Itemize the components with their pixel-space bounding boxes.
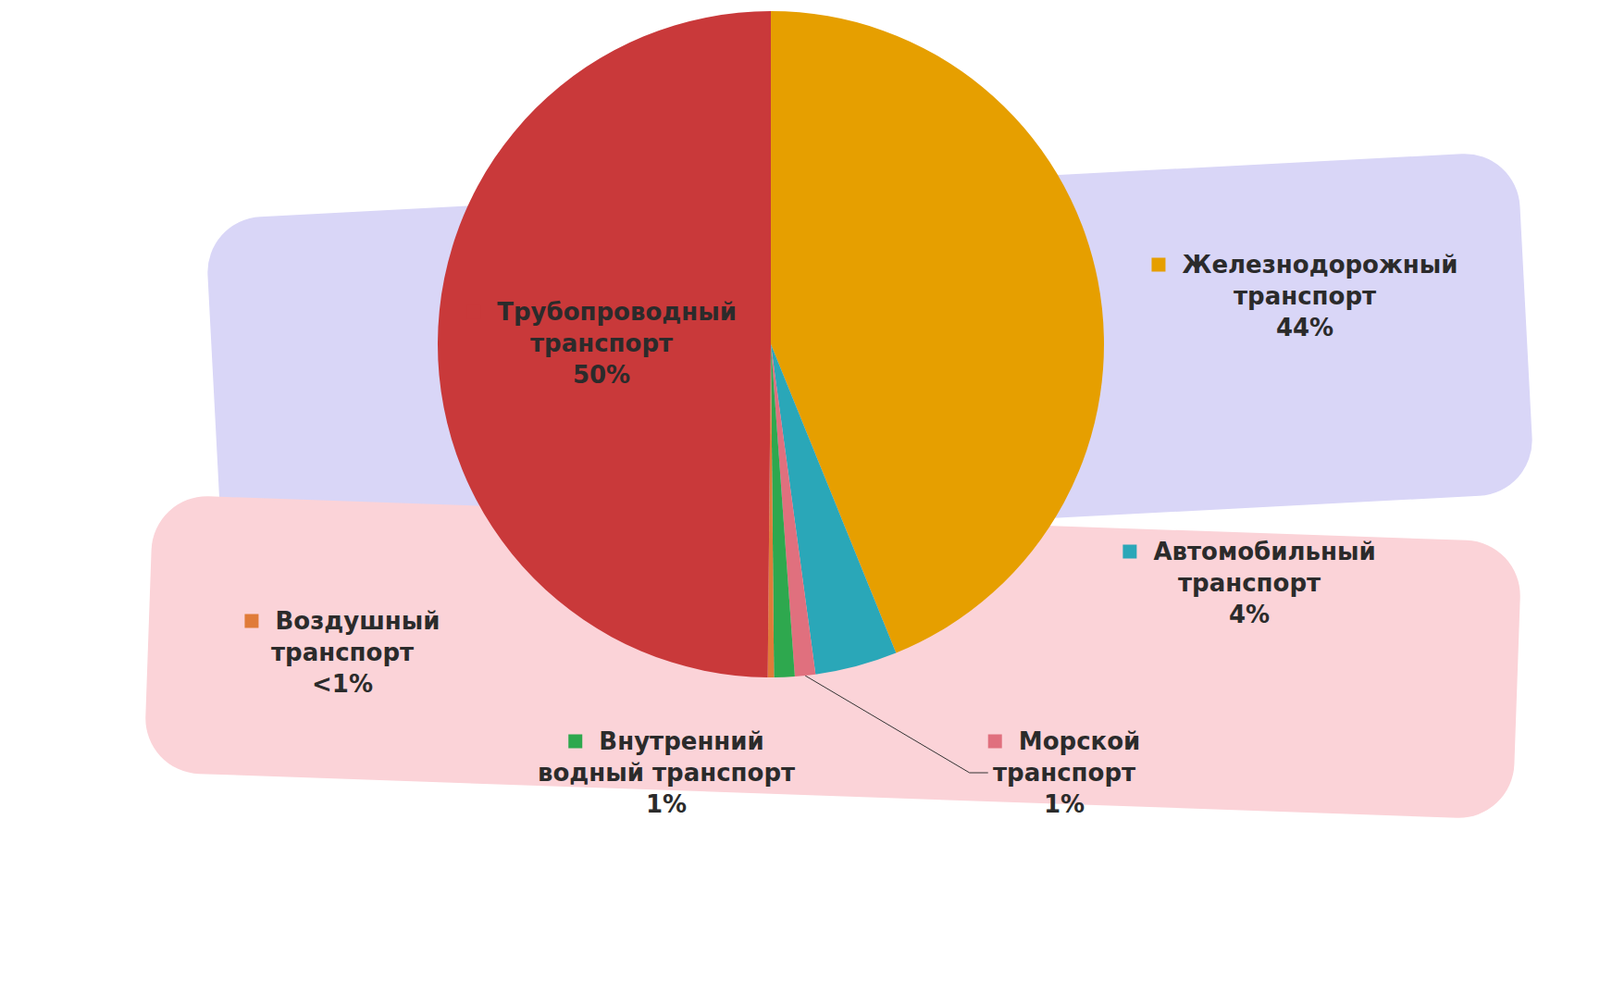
svg-text:Автомобильный: Автомобильный [1136,537,1376,566]
svg-text:Внутренний: Внутренний [582,727,765,756]
svg-text:44%: 44% [1276,313,1334,342]
svg-text:4%: 4% [1228,600,1270,629]
svg-text:транспорт: транспорт [271,638,414,667]
svg-text:транспорт: транспорт [992,758,1136,787]
svg-text:1%: 1% [1043,790,1085,819]
svg-text:Морской: Морской [1002,727,1142,756]
svg-text:водный транспорт: водный транспорт [537,758,795,787]
svg-text:транспорт: транспорт [1178,569,1321,597]
svg-text:Воздушный: Воздушный [258,607,440,635]
svg-text:<1%: <1% [311,669,373,698]
svg-text:транспорт: транспорт [530,329,673,358]
svg-text:1%: 1% [645,790,687,819]
svg-text:Трубопроводный: Трубопроводный [480,297,737,326]
svg-text:Железнодорожный: Железнодорожный [1165,250,1458,279]
svg-text:50%: 50% [572,360,631,389]
svg-text:транспорт: транспорт [1233,282,1377,311]
